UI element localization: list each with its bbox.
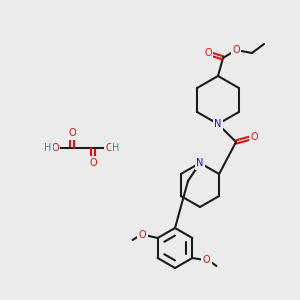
Text: O: O [250,132,258,142]
Text: H: H [112,143,120,153]
Text: O: O [105,143,113,153]
Text: O: O [51,143,59,153]
Text: N: N [214,119,222,129]
Text: N: N [196,158,204,168]
Text: O: O [139,230,146,240]
Text: O: O [204,48,212,58]
Text: H: H [44,143,52,153]
Text: O: O [68,128,76,138]
Text: O: O [202,255,210,265]
Text: O: O [232,45,240,55]
Text: O: O [89,158,97,168]
